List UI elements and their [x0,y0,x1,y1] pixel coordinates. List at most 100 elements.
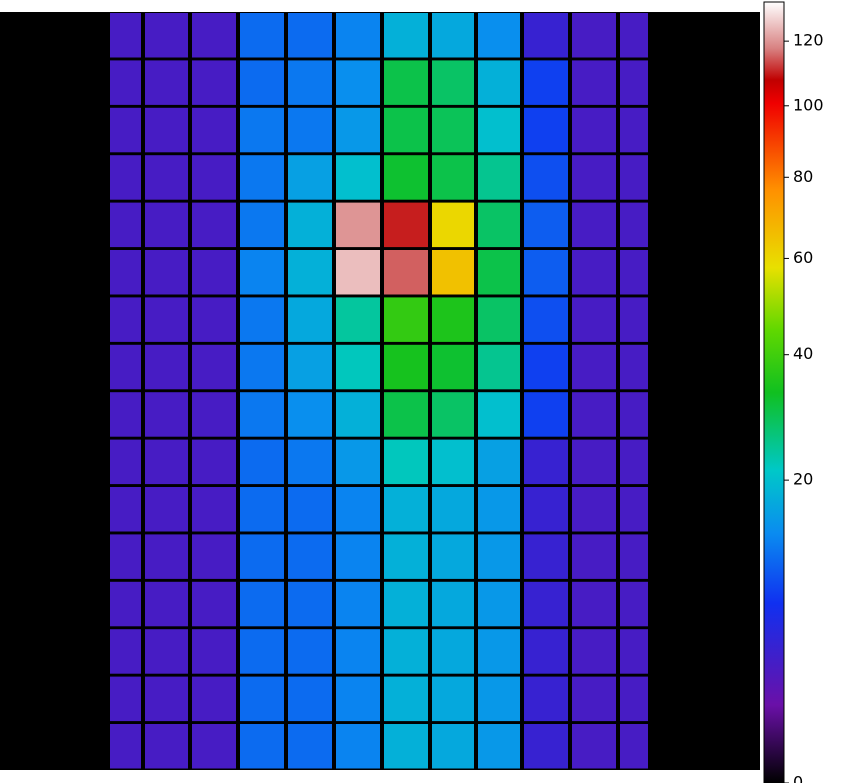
tile [432,629,474,674]
tile [432,155,474,200]
tile [110,107,141,153]
tile [336,202,380,248]
tile [478,250,520,295]
tile [572,629,616,674]
tile [478,13,520,58]
tile [336,534,380,579]
tile [336,297,380,342]
tile [110,250,141,295]
tile [384,724,428,769]
tile [336,676,380,722]
tile [478,202,520,248]
tile [384,676,428,722]
tile [572,155,616,200]
tile [240,581,284,627]
tile [192,250,236,295]
tile [620,439,648,485]
tile [145,629,188,674]
tile [432,344,474,390]
tile [572,487,616,532]
tile [192,392,236,437]
tile [110,439,141,485]
tile [192,155,236,200]
tile [620,107,648,153]
tile [336,250,380,295]
tile [288,13,332,58]
tile [384,344,428,390]
tile [620,250,648,295]
tile [288,297,332,342]
tile [384,487,428,532]
tile [288,487,332,532]
tile [620,13,648,58]
tile [572,250,616,295]
tile [110,487,141,532]
tile [288,534,332,579]
tile [240,676,284,722]
tile [110,344,141,390]
tile [145,439,188,485]
tile [384,202,428,248]
tile [524,581,568,627]
tile [478,487,520,532]
tile [145,107,188,153]
tile [432,534,474,579]
tile [240,202,284,248]
tile [620,297,648,342]
tile [432,439,474,485]
tile [524,629,568,674]
tile [336,392,380,437]
tile [620,202,648,248]
tile [288,107,332,153]
tile [192,13,236,58]
tile [524,392,568,437]
tile [145,344,188,390]
tile [145,202,188,248]
tile [145,13,188,58]
tile [145,155,188,200]
tile [288,155,332,200]
tile [110,297,141,342]
tile [110,202,141,248]
tile [478,724,520,769]
tile [110,724,141,769]
tile [620,487,648,532]
tile [192,581,236,627]
tile [432,250,474,295]
tile [240,392,284,437]
tile [478,155,520,200]
tile [288,202,332,248]
tile [524,202,568,248]
tile [192,487,236,532]
tile [192,107,236,153]
tile [145,676,188,722]
tile [336,487,380,532]
colorbar-tick-label: 80 [793,167,813,186]
tile [524,107,568,153]
colorbar-tick-label: 20 [793,470,813,489]
tile [432,676,474,722]
tile [620,344,648,390]
tile [145,250,188,295]
tile [145,581,188,627]
tile [240,629,284,674]
tile [192,534,236,579]
tile [384,392,428,437]
tile [524,60,568,105]
tile [572,13,616,58]
tile [572,344,616,390]
tile [110,392,141,437]
tile [478,344,520,390]
tile [110,60,141,105]
tile [432,581,474,627]
tiles [110,13,648,769]
tile [240,155,284,200]
tile [384,60,428,105]
colorbar-tick-label: 60 [793,248,813,267]
tile [384,107,428,153]
tile [336,13,380,58]
colorbar [763,1,785,783]
tile [288,581,332,627]
tile [524,676,568,722]
